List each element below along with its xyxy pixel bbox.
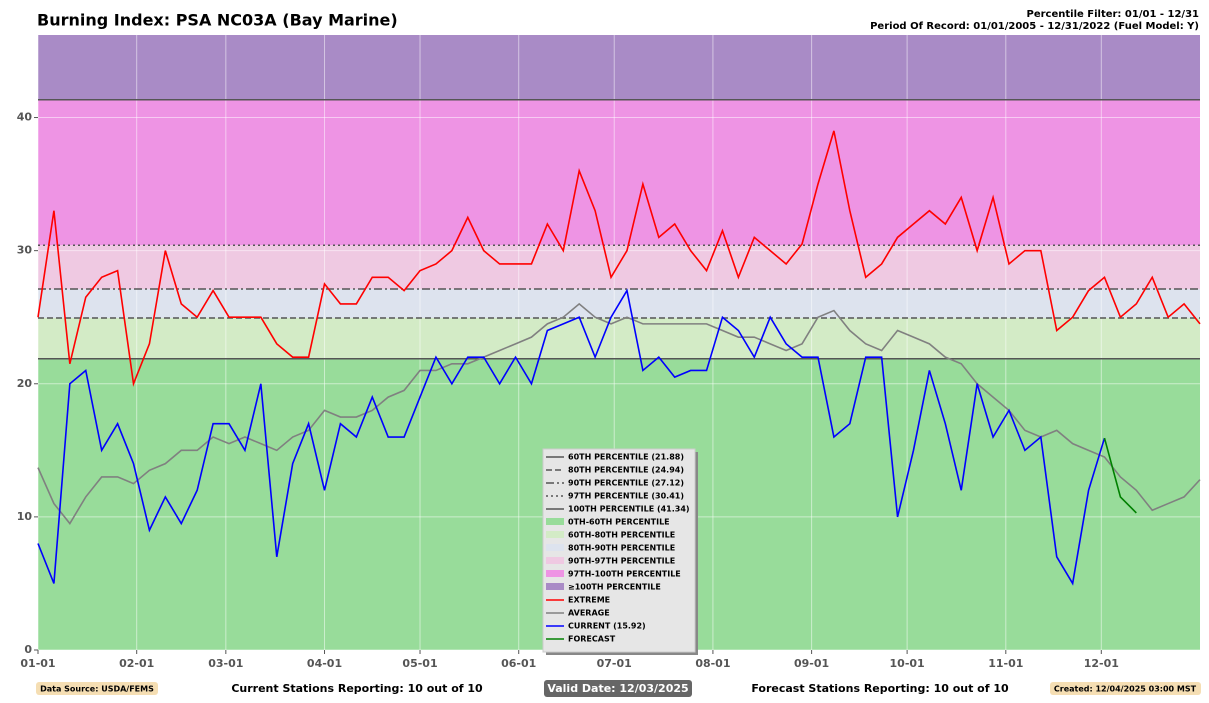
- legend-label: EXTREME: [568, 596, 610, 605]
- legend-label: 80TH-90TH PERCENTILE: [568, 544, 675, 553]
- percentile-band: [38, 99, 1200, 246]
- x-tick-label: 10-01: [890, 657, 925, 670]
- legend-swatch: [546, 557, 564, 564]
- legend-label: 100TH PERCENTILE (41.34): [568, 505, 690, 514]
- forecast-stations: Forecast Stations Reporting: 10 out of 1…: [751, 682, 1009, 695]
- y-tick-label: 40: [17, 111, 33, 124]
- legend-label: CURRENT (15.92): [568, 622, 646, 631]
- legend-swatch: [546, 518, 564, 525]
- x-tick-label: 05-01: [402, 657, 437, 670]
- x-tick-label: 02-01: [119, 657, 154, 670]
- created: Created: 12/04/2025 03:00 MST: [1054, 685, 1197, 694]
- percentile-band: [38, 245, 1200, 289]
- series-line: [1103, 437, 1137, 514]
- percentile-band: [38, 35, 1200, 100]
- x-tick-label: 11-01: [988, 657, 1023, 670]
- y-tick-label: 20: [17, 377, 33, 390]
- legend-label: 80TH PERCENTILE (24.94): [568, 466, 684, 475]
- y-tick-label: 0: [24, 643, 32, 656]
- plot-area: 0 10 20 30 40 01-01 02-01 03-01 04-01 05-01 06-01 0…: [17, 35, 1201, 670]
- legend-label: 90TH-97TH PERCENTILE: [568, 557, 675, 566]
- legend-label: 60TH PERCENTILE (21.88): [568, 453, 684, 462]
- x-tick-label: 08-01: [695, 657, 730, 670]
- legend-label: 97TH PERCENTILE (30.41): [568, 492, 684, 501]
- current-stations: Current Stations Reporting: 10 out of 10: [231, 682, 483, 695]
- x-tick-label: 06-01: [501, 657, 536, 670]
- badge: [1050, 682, 1201, 695]
- legend: [542, 448, 696, 653]
- subtitle: Percentile Filter: 01/01 - 12/31: [1026, 9, 1199, 20]
- legend-label: FORECAST: [568, 635, 616, 644]
- badge: [36, 682, 158, 695]
- legend-swatch: [546, 570, 564, 577]
- badge: [544, 680, 692, 697]
- series-line: [37, 302, 1201, 525]
- legend-swatch: [546, 531, 564, 538]
- legend-label: 60TH-80TH PERCENTILE: [568, 531, 675, 540]
- series-line: [37, 130, 1201, 387]
- chart-title: Burning Index: PSA NC03A (Bay Marine): [37, 11, 398, 30]
- x-tick-label: 09-01: [794, 657, 829, 670]
- legend-swatch: [546, 544, 564, 551]
- y-tick-label: 10: [17, 510, 33, 523]
- legend-label: ≥100TH PERCENTILE: [568, 583, 661, 592]
- x-tick-label: 03-01: [208, 657, 243, 670]
- series-line: [37, 288, 1106, 586]
- valid-date: Valid Date: 12/03/2025: [547, 682, 688, 695]
- subtitle: Period Of Record: 01/01/2005 - 12/31/202…: [870, 21, 1199, 32]
- x-tick-label: 04-01: [307, 657, 342, 670]
- x-tick-label: 07-01: [597, 657, 632, 670]
- y-tick-label: 30: [17, 244, 33, 257]
- x-tick-label: 12-01: [1084, 657, 1119, 670]
- legend-label: 0TH-60TH PERCENTILE: [568, 518, 670, 527]
- legend-label: 97TH-100TH PERCENTILE: [568, 570, 681, 579]
- percentile-band: [38, 318, 1200, 359]
- legend-label: 90TH PERCENTILE (27.12): [568, 479, 684, 488]
- data-source: Data Source: USDA/FEMS: [40, 685, 154, 694]
- legend-label: AVERAGE: [568, 609, 610, 618]
- legend-swatch: [546, 583, 564, 590]
- x-tick-label: 01-01: [20, 657, 55, 670]
